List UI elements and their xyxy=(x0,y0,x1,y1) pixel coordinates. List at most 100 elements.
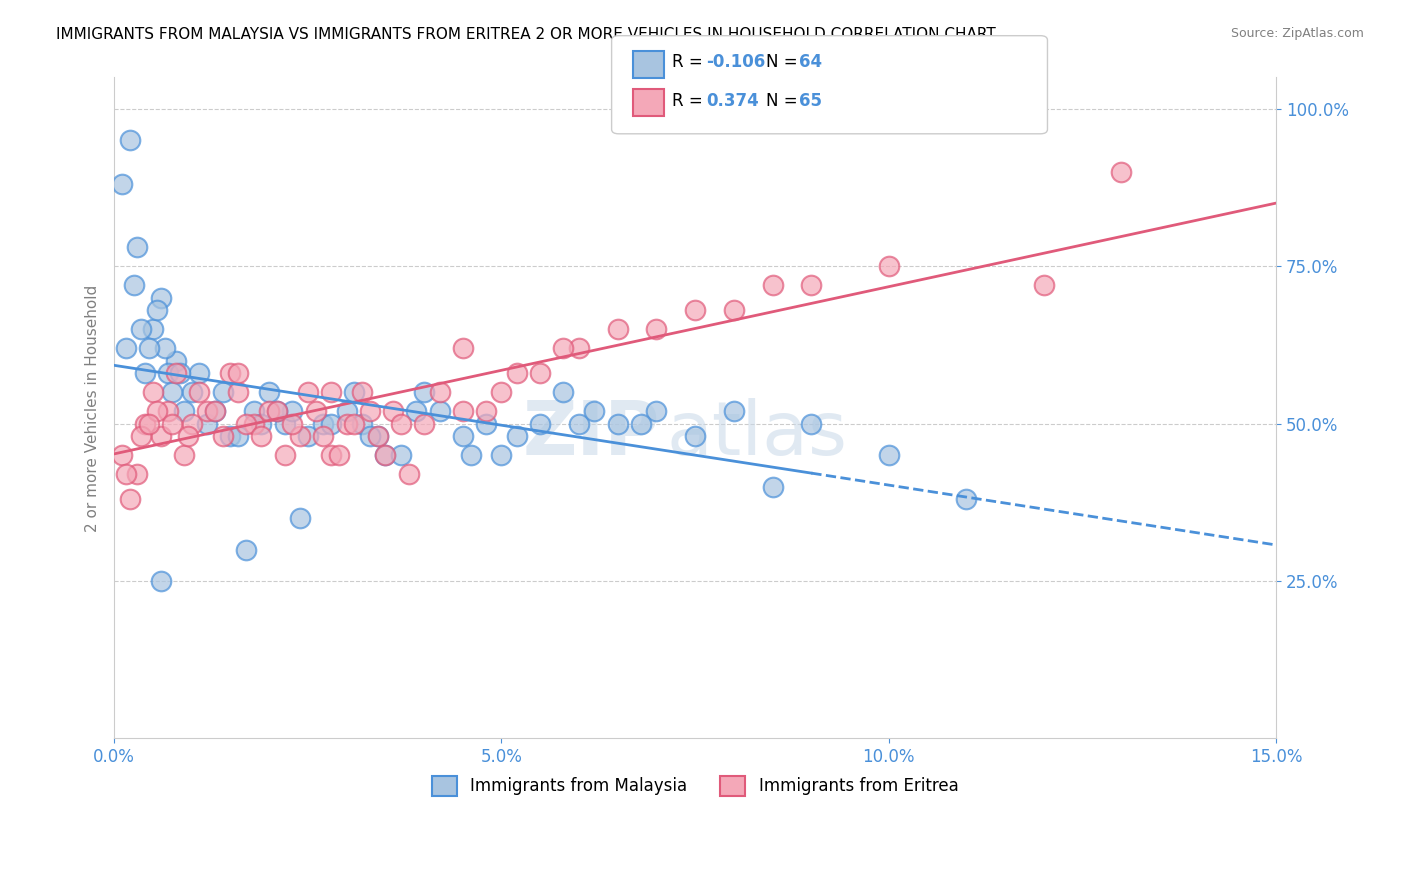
Point xyxy=(273,417,295,431)
Point xyxy=(111,448,134,462)
Point xyxy=(405,404,427,418)
Point xyxy=(149,291,172,305)
Point xyxy=(138,341,160,355)
Point xyxy=(257,404,280,418)
Point xyxy=(319,448,342,462)
Point xyxy=(195,417,218,431)
Point xyxy=(129,429,152,443)
Point xyxy=(606,322,628,336)
Point xyxy=(352,385,374,400)
Y-axis label: 2 or more Vehicles in Household: 2 or more Vehicles in Household xyxy=(86,285,100,532)
Point xyxy=(382,404,405,418)
Text: 64: 64 xyxy=(799,54,821,71)
Point xyxy=(553,341,575,355)
Point xyxy=(955,492,977,507)
Point xyxy=(281,404,304,418)
Point xyxy=(162,385,184,400)
Point xyxy=(204,404,226,418)
Text: 65: 65 xyxy=(799,92,821,110)
Point xyxy=(129,322,152,336)
Text: atlas: atlas xyxy=(666,398,846,471)
Point xyxy=(149,574,172,588)
Point xyxy=(226,367,249,381)
Point xyxy=(645,322,668,336)
Point xyxy=(142,322,165,336)
Point xyxy=(606,417,628,431)
Text: ZIP: ZIP xyxy=(523,398,661,471)
Point xyxy=(398,467,420,481)
Point xyxy=(157,404,180,418)
Point xyxy=(359,404,381,418)
Point xyxy=(149,429,172,443)
Point xyxy=(723,303,745,318)
Point xyxy=(204,404,226,418)
Point xyxy=(127,240,149,254)
Point xyxy=(451,404,474,418)
Point xyxy=(153,341,176,355)
Point xyxy=(367,429,389,443)
Point xyxy=(173,448,195,462)
Point xyxy=(352,417,374,431)
Point xyxy=(506,429,529,443)
Point xyxy=(226,385,249,400)
Point xyxy=(281,417,304,431)
Text: R =: R = xyxy=(672,92,709,110)
Point xyxy=(460,448,482,462)
Point xyxy=(235,417,257,431)
Point xyxy=(118,492,141,507)
Point xyxy=(429,404,451,418)
Point xyxy=(122,278,145,293)
Point xyxy=(312,429,335,443)
Point xyxy=(374,448,396,462)
Point xyxy=(114,467,136,481)
Point xyxy=(645,404,668,418)
Point xyxy=(451,341,474,355)
Point xyxy=(335,417,357,431)
Point xyxy=(146,303,169,318)
Point xyxy=(877,260,900,274)
Point xyxy=(114,341,136,355)
Point xyxy=(304,404,326,418)
Point xyxy=(800,278,823,293)
Point xyxy=(157,367,180,381)
Text: Source: ZipAtlas.com: Source: ZipAtlas.com xyxy=(1230,27,1364,40)
Point xyxy=(529,367,551,381)
Point xyxy=(319,417,342,431)
Point xyxy=(413,417,436,431)
Point xyxy=(266,404,288,418)
Point xyxy=(328,448,350,462)
Point xyxy=(630,417,652,431)
Point xyxy=(242,417,264,431)
Point xyxy=(242,404,264,418)
Point xyxy=(219,429,242,443)
Point xyxy=(266,404,288,418)
Text: -0.106: -0.106 xyxy=(706,54,765,71)
Point xyxy=(343,417,366,431)
Point xyxy=(134,417,156,431)
Point xyxy=(762,480,785,494)
Point xyxy=(188,367,211,381)
Point xyxy=(273,448,295,462)
Point xyxy=(219,367,242,381)
Point xyxy=(683,303,706,318)
Point xyxy=(762,278,785,293)
Legend: Immigrants from Malaysia, Immigrants from Eritrea: Immigrants from Malaysia, Immigrants fro… xyxy=(425,769,966,803)
Point xyxy=(312,417,335,431)
Point xyxy=(211,385,233,400)
Point xyxy=(165,367,187,381)
Point xyxy=(162,417,184,431)
Point xyxy=(138,417,160,431)
Point xyxy=(250,417,273,431)
Point xyxy=(250,429,273,443)
Point xyxy=(118,133,141,147)
Point xyxy=(180,385,202,400)
Text: R =: R = xyxy=(672,54,709,71)
Point xyxy=(389,417,412,431)
Point xyxy=(413,385,436,400)
Point xyxy=(800,417,823,431)
Point xyxy=(188,385,211,400)
Point xyxy=(683,429,706,443)
Point xyxy=(529,417,551,431)
Text: IMMIGRANTS FROM MALAYSIA VS IMMIGRANTS FROM ERITREA 2 OR MORE VEHICLES IN HOUSEH: IMMIGRANTS FROM MALAYSIA VS IMMIGRANTS F… xyxy=(56,27,995,42)
Point xyxy=(451,429,474,443)
